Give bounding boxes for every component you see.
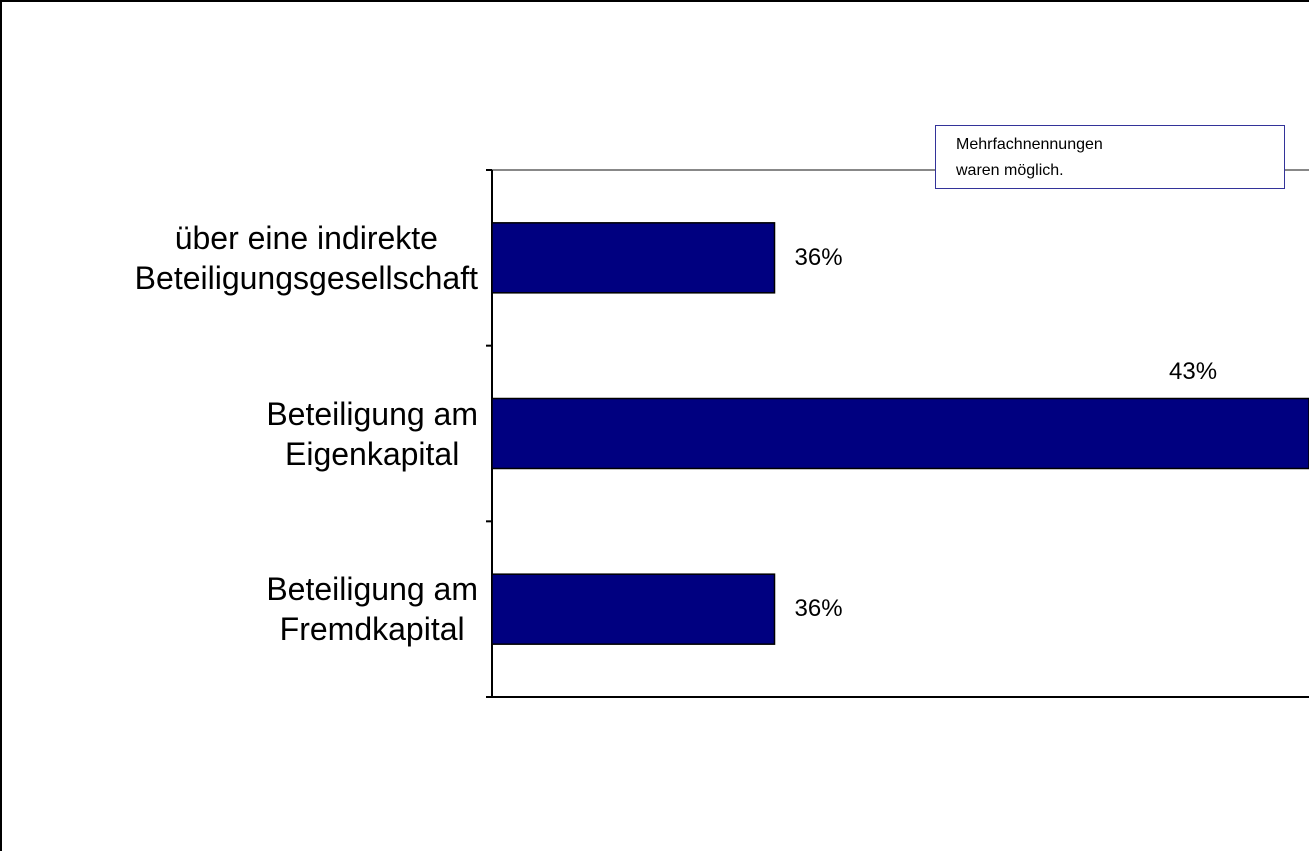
bar <box>491 573 776 645</box>
value-label: 36% <box>794 595 843 623</box>
annotation: Mehrfachnennungen waren möglich. <box>935 125 1285 189</box>
category-label: Beteiligung am Eigenkapital <box>266 395 478 472</box>
bar <box>491 222 776 294</box>
value-label: 36% <box>794 243 843 271</box>
bar <box>491 397 1309 470</box>
value-label: 43% <box>1169 357 1218 385</box>
category-label: über eine indirekte Beteiligungsgesellsc… <box>134 219 478 296</box>
category-label: Beteiligung am Fremdkapital <box>266 571 478 648</box>
